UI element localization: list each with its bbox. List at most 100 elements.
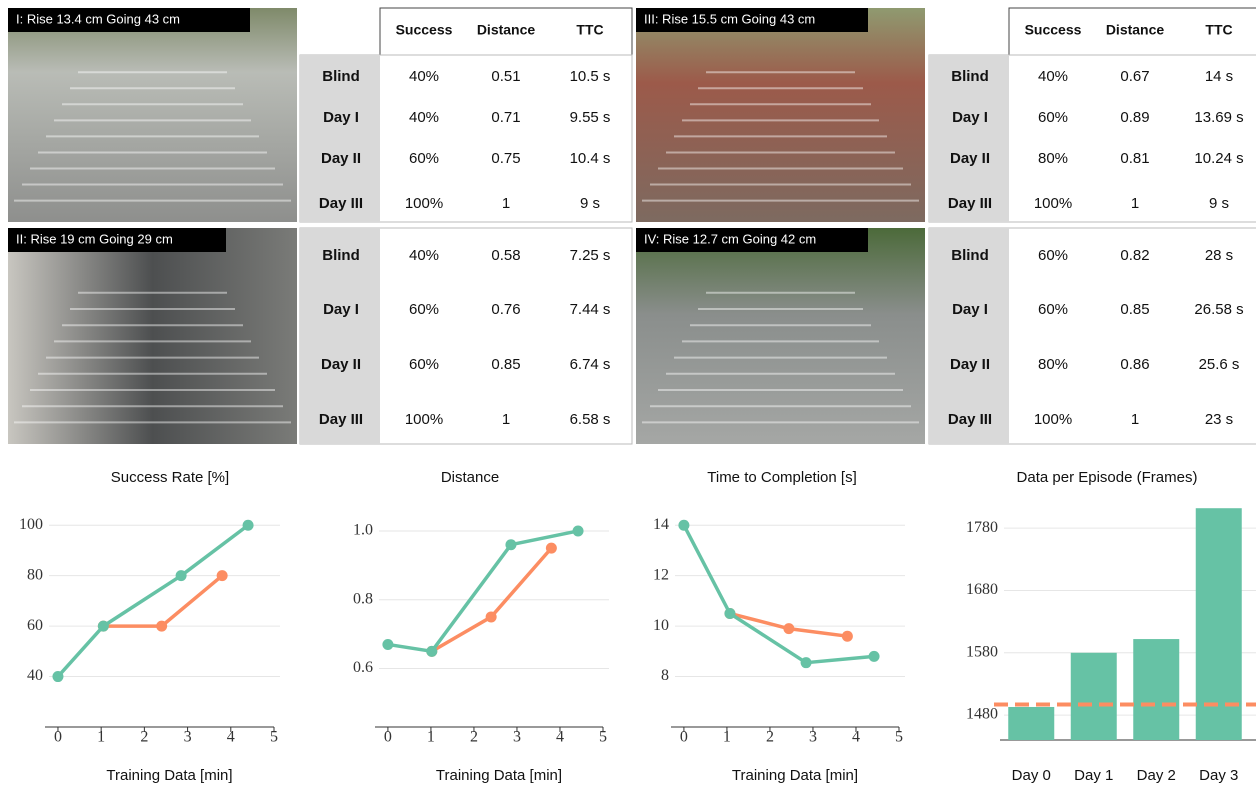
- table-header-box: [1008, 7, 1256, 56]
- data-point: [678, 519, 690, 531]
- table-cell: 40%: [1038, 68, 1068, 85]
- table-cell: 7.25 s: [570, 247, 611, 264]
- table-cell: 100%: [1034, 195, 1072, 212]
- x-tick-label: 1: [97, 729, 105, 746]
- table-cell: 10.24 s: [1194, 150, 1243, 167]
- y-tick-label: 100: [19, 516, 43, 533]
- data-point: [783, 623, 795, 635]
- table-cell: 0.86: [1120, 356, 1149, 373]
- table-cell: 23 s: [1205, 411, 1233, 428]
- row-label: Day III: [948, 411, 992, 428]
- y-tick-label: 1580: [966, 643, 998, 660]
- row-label: Day I: [323, 109, 359, 126]
- table-cell: 0.71: [491, 109, 520, 126]
- photo: [8, 228, 297, 444]
- bar: [1133, 639, 1180, 740]
- photo-label: I: Rise 13.4 cm Going 43 cm: [16, 11, 180, 26]
- data-point: [724, 608, 736, 619]
- y-tick-label: 8: [661, 667, 669, 684]
- data-point: [382, 638, 394, 650]
- y-tick-label: 40: [27, 667, 43, 684]
- table-cell: 10.4 s: [570, 150, 611, 167]
- y-tick-label: 0.8: [353, 590, 373, 607]
- x-tick-label: 4: [556, 729, 564, 746]
- table-cell: 0.82: [1120, 247, 1149, 264]
- table-cell: 0.67: [1120, 68, 1149, 85]
- row-label: Day III: [948, 195, 992, 212]
- x-tick-label: 5: [599, 729, 607, 746]
- table-cell: 6.74 s: [570, 356, 611, 373]
- table-cell: 26.58 s: [1194, 301, 1243, 318]
- table-header: Distance: [477, 22, 536, 38]
- series-line: [103, 574, 224, 628]
- y-tick-label: 0.6: [353, 659, 373, 676]
- x-tick-label: 0: [384, 729, 392, 746]
- table-cell: 40%: [409, 68, 439, 85]
- table-cell: 0.81: [1120, 150, 1149, 167]
- x-tick-label: 4: [227, 729, 235, 746]
- x-tick-label: 2: [470, 729, 478, 746]
- table-cell: 28 s: [1205, 247, 1233, 264]
- photo: [8, 8, 297, 222]
- y-tick-label: 80: [27, 566, 43, 583]
- x-tick-label: 5: [895, 729, 903, 746]
- bar: [1070, 652, 1117, 740]
- photo-label: IV: Rise 12.7 cm Going 42 cm: [644, 231, 816, 246]
- photo-label-box: [8, 8, 250, 32]
- x-axis-label: Training Data [min]: [106, 767, 232, 784]
- row-label: Day III: [319, 411, 363, 428]
- y-tick-label: 1780: [966, 519, 998, 536]
- y-tick-label: 1480: [966, 706, 998, 723]
- x-tick-label: Day 1: [1074, 767, 1113, 784]
- table-cell: 0.76: [491, 301, 520, 318]
- row-label-column: [300, 55, 380, 222]
- table-cell: 100%: [405, 411, 443, 428]
- row-label: Day I: [952, 301, 988, 318]
- row-label: Blind: [322, 247, 360, 264]
- x-tick-label: Day 0: [1012, 767, 1051, 784]
- data-point: [545, 542, 557, 554]
- x-tick-label: Day 3: [1199, 767, 1238, 784]
- table-cell: 14 s: [1205, 68, 1233, 85]
- row-label: Blind: [322, 68, 360, 85]
- table-header: TTC: [576, 22, 603, 38]
- table-header: TTC: [1205, 22, 1232, 38]
- row-label: Blind: [951, 68, 989, 85]
- x-tick-label: 0: [680, 729, 688, 746]
- table-cell: 40%: [409, 247, 439, 264]
- table-cell: 100%: [405, 195, 443, 212]
- data-point: [505, 539, 517, 551]
- table-cell: 0.85: [491, 356, 520, 373]
- table-cell: 10.5 s: [570, 68, 611, 85]
- table-cell: 1: [1131, 411, 1139, 428]
- photo-label: III: Rise 15.5 cm Going 43 cm: [644, 11, 815, 26]
- table-cell: 1: [502, 195, 510, 212]
- bar: [1195, 508, 1242, 740]
- table-cell: 0.89: [1120, 109, 1149, 126]
- table-cell: 25.6 s: [1199, 356, 1240, 373]
- y-tick-label: 1680: [966, 581, 998, 598]
- table-cell: 0.58: [491, 247, 520, 264]
- data-point: [52, 671, 64, 683]
- chart-title: Success Rate [%]: [111, 469, 229, 486]
- x-axis-label: Training Data [min]: [436, 767, 562, 784]
- series-line: [387, 529, 579, 654]
- y-tick-label: 12: [653, 566, 669, 583]
- data-point: [426, 645, 438, 657]
- x-tick-label: 2: [766, 729, 774, 746]
- bar: [1008, 706, 1055, 740]
- data-point: [800, 657, 812, 669]
- x-tick-label: 3: [184, 729, 192, 746]
- data-point: [242, 519, 254, 531]
- table-cell: 0.51: [491, 68, 520, 85]
- table-cell: 60%: [1038, 247, 1068, 264]
- row-label: Day II: [321, 150, 361, 167]
- row-label: Day II: [950, 356, 990, 373]
- table-cell: 60%: [1038, 301, 1068, 318]
- x-tick-label: 4: [852, 729, 860, 746]
- x-tick-label: 3: [809, 729, 817, 746]
- x-tick-label: 3: [513, 729, 521, 746]
- row-label: Day III: [319, 195, 363, 212]
- photo-label-box: [636, 8, 868, 32]
